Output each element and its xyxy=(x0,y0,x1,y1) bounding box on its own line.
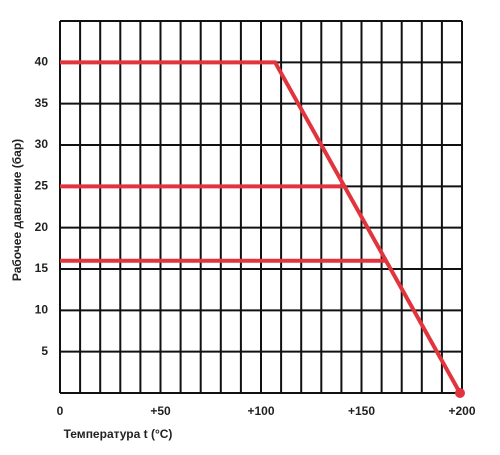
x-tick-label: +200 xyxy=(448,404,475,418)
x-tick-label: +50 xyxy=(150,404,171,418)
y-tick-label: 5 xyxy=(41,344,48,358)
x-tick-label: +100 xyxy=(247,404,274,418)
x-tick-label: 0 xyxy=(57,404,64,418)
y-tick-label: 25 xyxy=(35,179,49,193)
data-line xyxy=(60,60,462,394)
x-axis-title: Температура t (°C) xyxy=(64,427,173,441)
y-tick-label: 40 xyxy=(35,55,49,69)
y-tick-label: 35 xyxy=(35,96,49,110)
y-tick-label: 30 xyxy=(35,137,49,151)
y-axis-title: Рабочее давление (бар) xyxy=(10,139,24,281)
x-tick-label: +150 xyxy=(348,404,375,418)
y-tick-label: 15 xyxy=(35,261,49,275)
y-tick-label: 10 xyxy=(35,303,49,317)
y-tick-label: 20 xyxy=(35,220,49,234)
end-point xyxy=(454,388,465,398)
